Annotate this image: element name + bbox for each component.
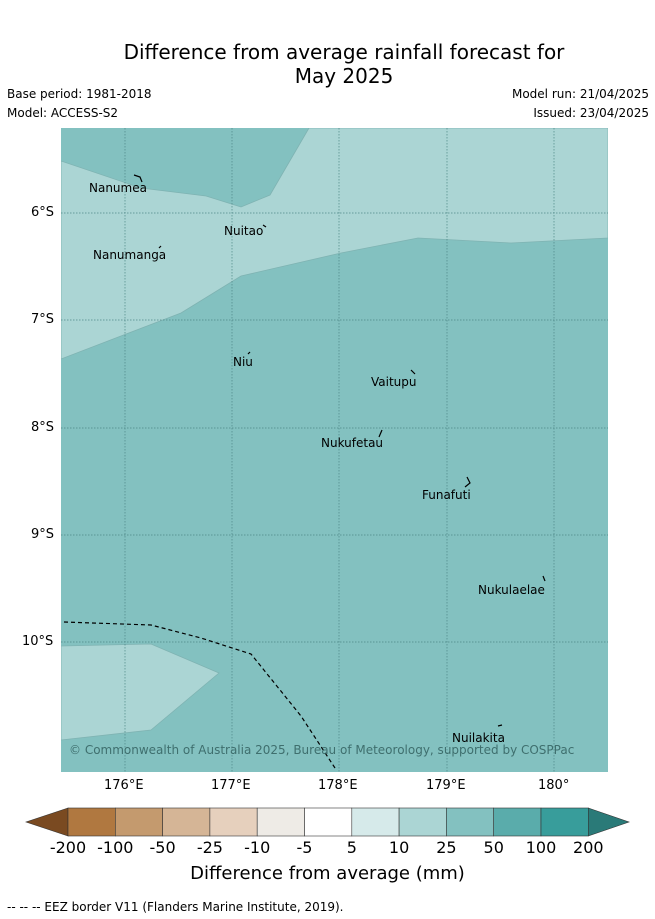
island-nukulaelae xyxy=(542,575,546,582)
lat-label: 10°S xyxy=(22,634,54,649)
colorbar-segment xyxy=(446,807,494,837)
colorbar-tick-label: -10 xyxy=(244,838,271,857)
lat-label: 6°S xyxy=(31,205,55,220)
place-label: Nukufetau xyxy=(321,436,383,450)
colorbar-segment xyxy=(398,807,447,837)
lon-label: 179°E xyxy=(426,778,466,793)
colorbar-segment xyxy=(209,807,258,837)
issued-date: Issued: 23/04/2025 xyxy=(533,106,649,120)
model-name: Model: ACCESS-S2 xyxy=(7,106,119,120)
place-label: Funafuti xyxy=(422,488,471,502)
colorbar-segment xyxy=(256,807,305,837)
graticule xyxy=(61,128,608,772)
islands xyxy=(133,174,546,727)
copyright-notice: © Commonwealth of Australia 2025, Bureau… xyxy=(69,743,574,757)
island-nanumanga xyxy=(158,245,162,249)
lon-label: 176°E xyxy=(104,778,144,793)
rainfall-map: Nanumea Nuitao Nanumanga Niu Vaitupu Nuk… xyxy=(61,128,608,772)
place-label: Vaitupu xyxy=(371,375,417,389)
colorbar-tick-label: 200 xyxy=(573,838,604,857)
island-nuilakita xyxy=(497,724,503,727)
colorbar xyxy=(25,807,630,837)
colorbar-tick-label: 5 xyxy=(346,838,357,857)
model-run: Model run: 21/04/2025 xyxy=(511,87,649,101)
place-label: Nukulaelae xyxy=(478,583,545,597)
title-line-2: May 2025 xyxy=(294,64,394,88)
place-labels: Nanumea Nuitao Nanumanga Niu Vaitupu Nuk… xyxy=(89,181,545,745)
title-line-1: Difference from average rainfall forecas… xyxy=(123,40,565,64)
colorbar-extend-high xyxy=(588,807,630,837)
colorbar-tick-label: 50 xyxy=(483,838,504,857)
lat-label: 7°S xyxy=(31,312,55,327)
island-niu xyxy=(247,351,251,355)
lon-label: 178°E xyxy=(318,778,358,793)
rainfall-zone-10-25-north xyxy=(61,128,608,360)
colorbar-tick-label: 100 xyxy=(525,838,557,857)
island-nukufetau xyxy=(378,429,383,438)
colorbar-segment xyxy=(493,807,542,837)
colorbar-tick-label: -5 xyxy=(296,838,313,857)
rainfall-zone-10-25-south xyxy=(61,643,220,741)
eez-footnote: -- -- -- EEZ border V11 (Flanders Marine… xyxy=(7,900,344,914)
colorbar-extend-low xyxy=(25,807,69,837)
island-funafuti xyxy=(464,476,471,488)
lat-label: 8°S xyxy=(31,420,55,435)
colorbar-tick-label: -100 xyxy=(97,838,134,857)
colorbar-segment xyxy=(540,807,589,837)
colorbar-tick-label: -50 xyxy=(149,838,176,857)
place-label: Nuilakita xyxy=(452,731,505,745)
place-label: Nuitao xyxy=(224,224,263,238)
lat-label: 9°S xyxy=(31,527,55,542)
colorbar-segment xyxy=(67,807,116,837)
colorbar-title: Difference from average (mm) xyxy=(190,863,465,884)
colorbar-tick-label: -25 xyxy=(196,838,223,857)
chart-title: Difference from average rainfall forecas… xyxy=(0,40,655,88)
eez-border-line xyxy=(63,621,336,769)
colorbar-segment xyxy=(115,807,163,837)
colorbar-segment xyxy=(351,807,400,837)
colorbar-segment xyxy=(162,807,211,837)
island-nuitao xyxy=(262,224,267,228)
place-label: Nanumea xyxy=(89,181,147,195)
colorbar-tick-label: -200 xyxy=(49,838,87,857)
colorbar-tick-label: 25 xyxy=(436,838,457,857)
island-vaitupu xyxy=(410,369,416,375)
base-period: Base period: 1981-2018 xyxy=(7,87,152,101)
place-label: Niu xyxy=(233,355,253,369)
colorbar-segment xyxy=(304,807,353,837)
colorbar-tick-label: 10 xyxy=(388,838,410,857)
lon-label: 177°E xyxy=(211,778,251,793)
island-nanumea xyxy=(133,174,143,183)
lon-label: 180° xyxy=(538,778,570,793)
place-label: Nanumanga xyxy=(93,248,166,262)
